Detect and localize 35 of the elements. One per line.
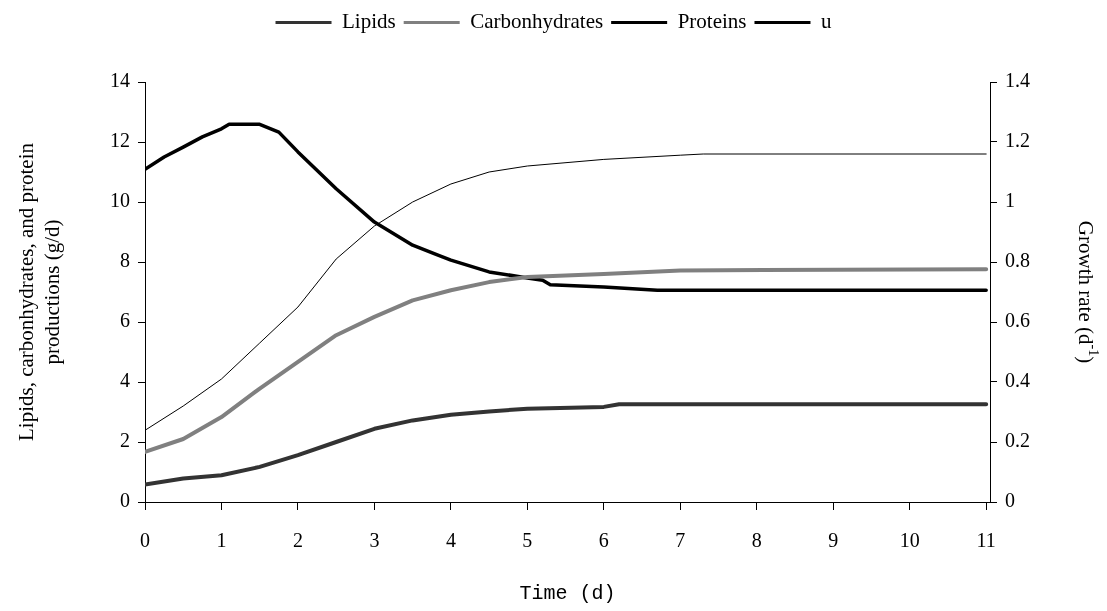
x-tick-label: 4 [445, 529, 456, 552]
x-tick-label: 2 [292, 529, 303, 552]
y-tick-label: 4 [120, 369, 130, 392]
x-tick-label: 3 [369, 529, 380, 552]
y-tick-label: 14 [110, 69, 130, 92]
x-tick-label: 8 [751, 529, 762, 552]
y-tick-label: 8 [120, 249, 130, 272]
y-tick-label: 6 [120, 309, 130, 332]
legend-label: u [820, 9, 832, 34]
y-tick-label: 0 [120, 489, 130, 512]
y2-tick-label: 0.6 [1005, 309, 1030, 332]
y2-tick-label: 1.4 [1005, 69, 1030, 92]
y-tick-label: 12 [110, 129, 130, 152]
y2-tick-label: 0 [1005, 489, 1015, 512]
y2-tick-label: 0.4 [1005, 369, 1030, 392]
y2-tick-label: 1 [1005, 189, 1015, 212]
y-tick-label: 10 [110, 189, 130, 212]
y2-tick-label: 0.8 [1005, 249, 1030, 272]
y2-axis-title: Growth rate (d-1) [1074, 220, 1102, 364]
x-tick-label: 9 [828, 529, 839, 552]
x-tick-label: 10 [899, 529, 920, 552]
x-tick-label: 6 [598, 529, 609, 552]
y-tick-label: 2 [120, 429, 130, 452]
y2-tick-label: 0.2 [1005, 429, 1030, 452]
x-axis-title: Time (d) [519, 582, 616, 606]
x-tick-label: 11 [976, 529, 996, 552]
legend-label: Proteins [677, 9, 747, 34]
y2-tick-label: 1.2 [1005, 129, 1030, 152]
legend-label: Lipids [342, 9, 396, 34]
x-tick-label: 7 [675, 529, 686, 552]
y-axis-title: Lipids, carbonhydrates, and protein productions (g/d) [13, 142, 64, 441]
x-tick-label: 5 [522, 529, 533, 552]
x-tick-label: 0 [140, 529, 150, 552]
x-tick-label: 1 [216, 529, 227, 552]
legend-label: Carbonhydrates [470, 9, 604, 34]
